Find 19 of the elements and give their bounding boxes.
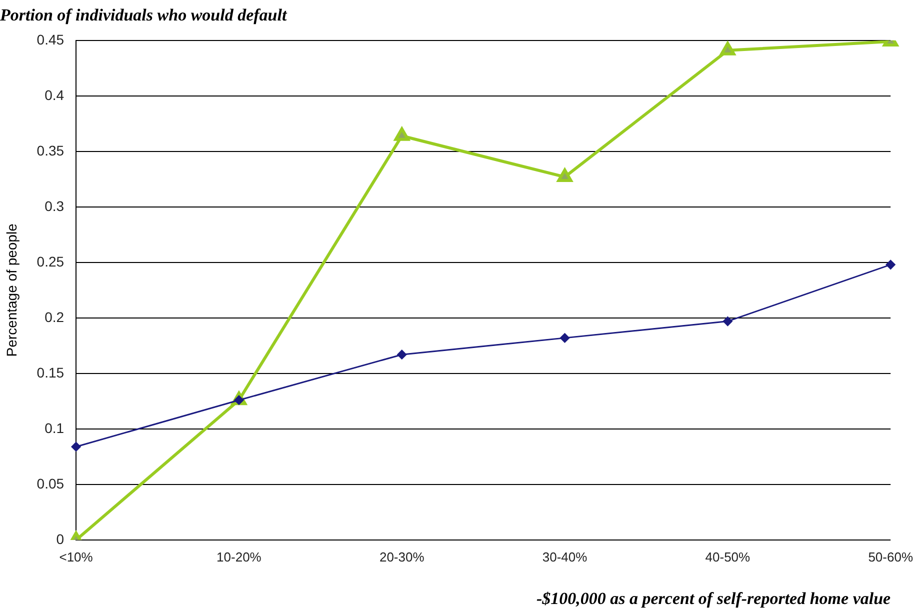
y-tick-label: 0.3: [44, 198, 64, 214]
y-tick-label: 0.1: [44, 420, 64, 436]
y-tick-label: 0.35: [36, 142, 64, 158]
y-tick-label: 0: [56, 530, 64, 547]
x-tick-label: 50-60%: [868, 549, 914, 564]
chart-title: Portion of individuals who would default: [0, 6, 288, 25]
x-tick-label: <10%: [59, 549, 94, 564]
y-axis-title: Percentage of people: [3, 223, 20, 357]
x-axis-title: -$100,000 as a percent of self-reported home value: [536, 589, 892, 608]
y-tick-label: 0.2: [44, 308, 64, 325]
y-tick-label: 0.15: [36, 364, 64, 380]
y-tick-label: 0.05: [36, 475, 64, 492]
x-tick-label: 40-50%: [705, 549, 751, 564]
y-tick-label: 0.4: [44, 86, 64, 103]
x-tick-label: 20-30%: [379, 549, 425, 564]
y-tick-label: 0.25: [36, 253, 64, 270]
x-tick-label: 10-20%: [216, 549, 262, 564]
x-tick-label: 30-40%: [542, 549, 588, 564]
y-tick-label: 0.45: [36, 31, 64, 48]
